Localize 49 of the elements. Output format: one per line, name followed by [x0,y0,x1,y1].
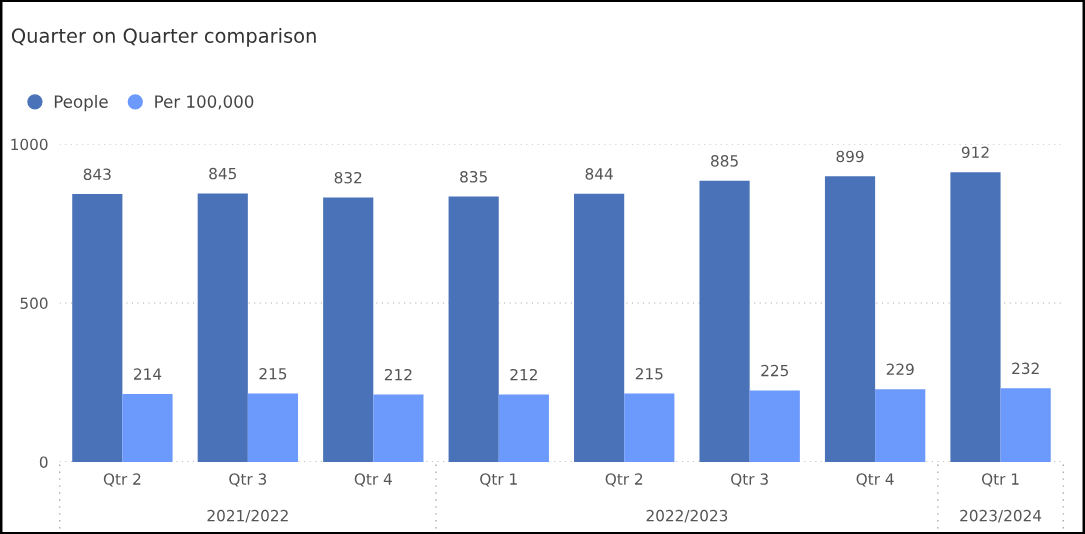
y-tick-label: 0 [39,456,48,468]
x-tick-label: Qtr 4 [354,473,392,487]
y-tick-label: 1000 [11,138,48,151]
data-label: 832 [334,171,362,184]
data-label: 229 [886,363,914,376]
data-label: 212 [384,368,412,381]
text: 2023/2024 [960,509,1042,523]
data-label: 835 [460,170,487,183]
bar [950,172,1001,462]
x-tick-label: Qtr 1 [480,473,517,487]
data-label: 215 [259,367,287,380]
bar [699,180,750,462]
data-label: 214 [134,368,162,380]
text: 2022/2023 [646,509,728,523]
bar [72,194,123,462]
bar [323,197,374,462]
x-tick-label: Qtr 1 [981,473,1019,487]
bar [122,393,173,462]
bar [875,389,926,462]
data-label: 215 [635,367,663,380]
bar [824,176,876,462]
data-label: 899 [836,150,864,163]
x-tick-label: Qtr 2 [103,473,141,487]
bar [373,394,424,462]
data-label: 844 [585,168,613,180]
bar [574,193,625,462]
data-label: 843 [83,168,111,180]
y-tick-label: 500 [20,297,48,310]
bar [498,394,549,462]
legend-label: Per 100,000 [155,95,254,110]
x-tick-label: Qtr 3 [731,473,768,487]
x-tick-label: Qtr 4 [856,473,894,487]
bar [448,196,499,462]
data-label: 885 [711,155,738,167]
bar [1000,388,1051,462]
bar [749,390,800,462]
text: 2021/2022 [207,509,288,523]
data-label: 232 [1012,362,1039,375]
bar [624,393,675,462]
chart-title: Quarter on Quarter comparison [11,27,316,47]
bar [197,193,248,462]
data-label: 912 [961,146,989,159]
legend-label: People [54,95,108,112]
data-label: 212 [510,368,537,381]
x-tick-label: Qtr 3 [229,473,267,487]
x-tick-label: Qtr 2 [605,473,643,487]
bar [247,393,299,462]
data-label: 845 [209,167,237,180]
data-label: 225 [761,364,788,377]
